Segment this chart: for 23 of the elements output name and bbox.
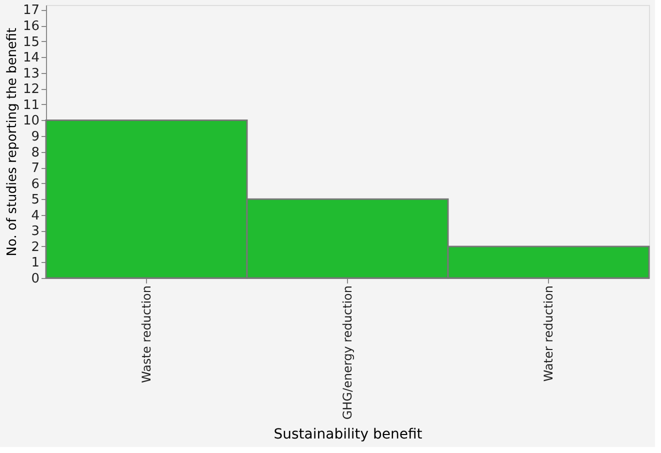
y-tick-label: 2 [31, 240, 40, 255]
y-tick-label: 5 [31, 192, 40, 208]
y-axis-title: No. of studies reporting the benefit [4, 28, 20, 256]
y-tick-label: 11 [22, 98, 40, 113]
y-tick-label: 16 [22, 19, 40, 34]
y-tick-label: 17 [22, 3, 40, 18]
x-axis-title: Sustainability benefit [274, 426, 423, 443]
x-tick-label: GHG/energy reduction [340, 286, 354, 420]
y-tick-label: 4 [31, 208, 40, 224]
y-tick-label: 13 [22, 66, 40, 82]
y-tick-label: 9 [31, 129, 40, 144]
x-tick-label: Waste reduction [140, 286, 154, 383]
y-tick-label: 15 [22, 34, 40, 50]
y-tick-label: 8 [31, 145, 40, 160]
y-tick-label: 6 [31, 176, 40, 192]
y-tick-label: 7 [31, 161, 40, 176]
y-tick-label: 1 [31, 256, 40, 271]
x-tick-label: Water reduction [542, 286, 556, 382]
y-tick-label: 0 [31, 272, 40, 286]
y-tick-label: 12 [22, 82, 40, 98]
y-tick-label: 10 [22, 114, 40, 129]
y-tick-label: 14 [22, 50, 40, 66]
y-tick-label: 3 [31, 224, 40, 240]
